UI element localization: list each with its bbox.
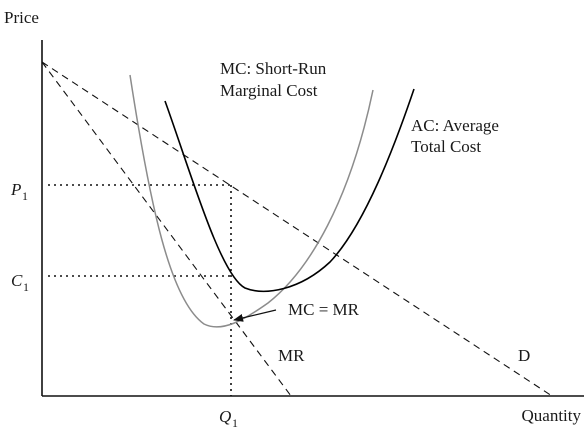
- ac-curve: [164, 88, 415, 293]
- c1-label-sub: 1: [23, 280, 29, 294]
- c1-label-main: C: [11, 271, 23, 290]
- mc-eq-mr-annotation: MC = MR: [288, 300, 360, 319]
- demand-curve: [41, 61, 553, 397]
- x-axis-label: Quantity: [522, 406, 582, 425]
- mc-curve: [129, 74, 374, 328]
- mr-label: MR: [278, 346, 305, 365]
- p1-label: P 1: [10, 180, 28, 203]
- mc-eq-mr-arrow: [233, 309, 277, 322]
- p1-label-sub: 1: [22, 189, 28, 203]
- marginal-revenue-curve: [41, 61, 292, 397]
- y-axis-label: Price: [4, 8, 39, 27]
- ac-label-line1: AC: Average: [411, 116, 499, 135]
- demand-label: D: [518, 346, 530, 365]
- mc-label-line2: Marginal Cost: [220, 81, 318, 100]
- mc-label-line1: MC: Short-Run: [220, 59, 327, 78]
- q1-label-main: Q: [219, 407, 231, 426]
- q1-label-sub: 1: [232, 416, 238, 430]
- p1-label-main: P: [10, 180, 21, 199]
- c1-label: C 1: [11, 271, 29, 294]
- ac-label-line2: Total Cost: [411, 137, 481, 156]
- q1-label: Q 1: [219, 407, 238, 430]
